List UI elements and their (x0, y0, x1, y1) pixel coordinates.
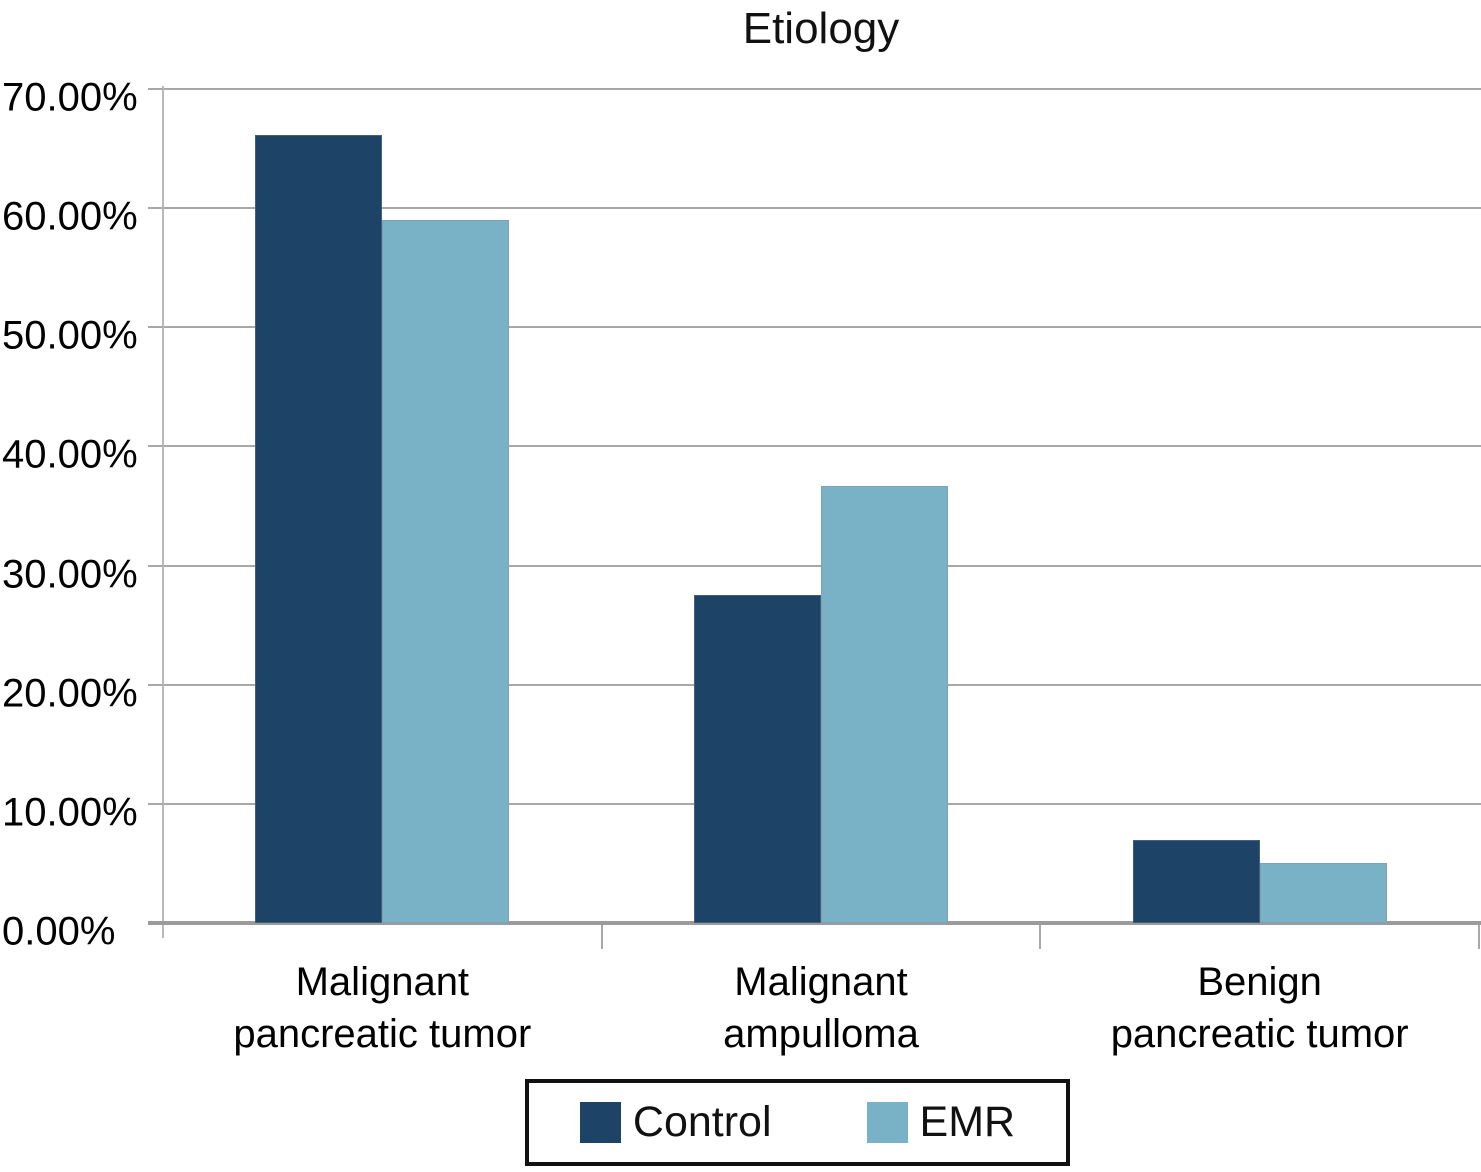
bar-emr-1 (821, 485, 948, 923)
legend-label: EMR (919, 1098, 1016, 1146)
gridline (163, 445, 1481, 448)
legend: Control EMR (525, 1079, 1070, 1166)
y-tick-label: 40.00% (2, 432, 138, 477)
y-axis-tick (148, 683, 163, 686)
legend-label: Control (632, 1098, 772, 1146)
y-tick-label: 70.00% (2, 75, 138, 120)
emr-swatch (866, 1102, 908, 1143)
gridline (163, 207, 1481, 210)
bar-emr-2 (1259, 863, 1387, 923)
y-axis-tick (148, 88, 163, 90)
y-tick-label: 20.00% (2, 671, 138, 716)
y-tick-label: 50.00% (2, 313, 138, 358)
chart-title: Etiology (742, 4, 900, 53)
x-axis-tick (1039, 923, 1042, 949)
category-label: Malignant ampulloma (723, 960, 919, 1056)
category-label: Benign pancreatic tumor (1110, 960, 1409, 1056)
legend-item-emr: EMR (866, 1098, 1016, 1147)
y-tick-label: 60.00% (2, 194, 138, 239)
y-axis-line (162, 86, 164, 938)
bar-control-1 (694, 595, 821, 923)
x-axis-tick (1478, 923, 1480, 949)
y-tick-label: 0.00% (2, 909, 116, 954)
category-label: Malignant pancreatic tumor (233, 960, 532, 1056)
y-axis-tick (148, 802, 163, 805)
y-axis-tick (148, 326, 163, 329)
y-axis-tick (148, 564, 163, 567)
legend-item-control: Control (579, 1098, 772, 1147)
x-axis-tick (600, 923, 603, 949)
plot-area (148, 86, 1481, 949)
y-axis-tick (148, 445, 163, 448)
gridline (163, 326, 1481, 329)
bar-control-2 (1132, 839, 1260, 923)
x-axis-line (148, 921, 1481, 925)
y-tick-label: 10.00% (2, 790, 138, 835)
y-axis-tick (148, 207, 163, 210)
y-tick-label: 30.00% (2, 552, 138, 597)
gridline (163, 88, 1481, 90)
bar-control-0 (255, 135, 383, 923)
bar-emr-0 (382, 220, 510, 923)
control-swatch (579, 1102, 621, 1143)
